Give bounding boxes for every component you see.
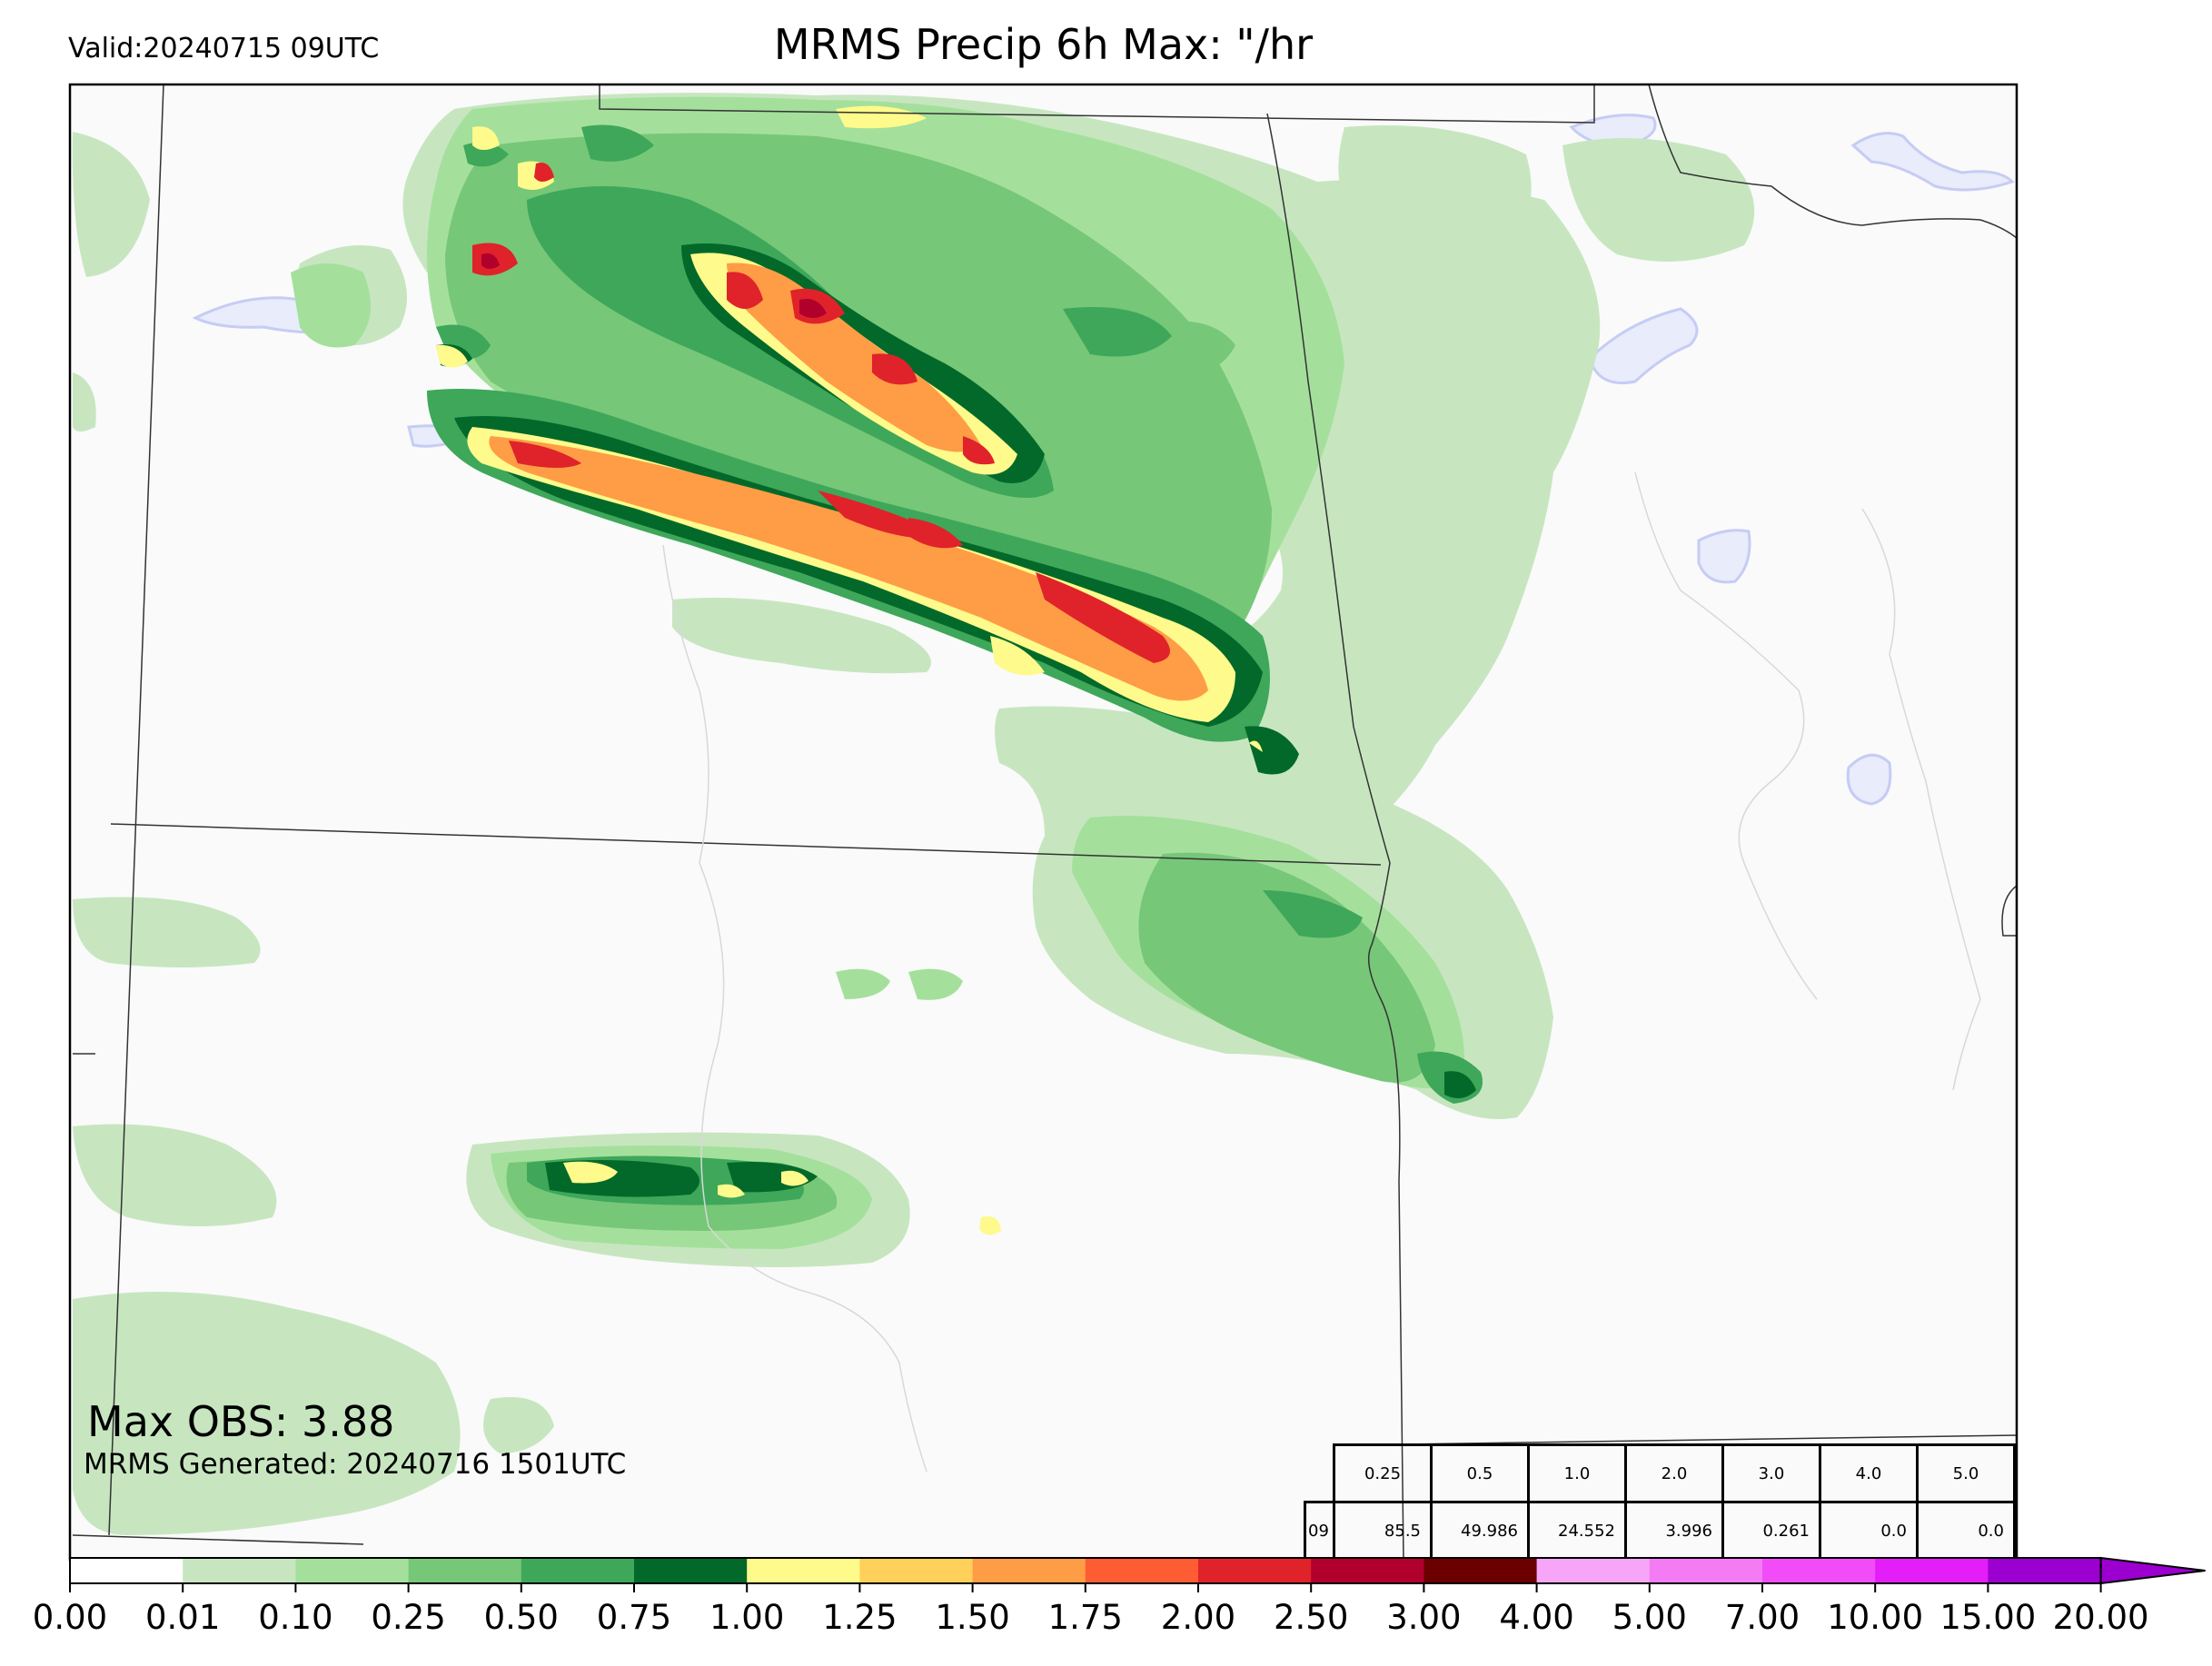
threshold-stats-table: 0.25 0.5 1.0 2.0 3.0 4.0 5.0 09 85.5 49.… [1304, 1443, 2016, 1561]
state-borders [72, 84, 2018, 1561]
valid-time-label: Valid:20240715 09UTC [68, 33, 380, 64]
colorbar-swatch [1762, 1558, 1876, 1583]
threshold-cell: 0.25 [1333, 1443, 1433, 1503]
threshold-cell: 0.5 [1430, 1443, 1530, 1503]
colorbar-tick-label: 20.00 [2053, 1598, 2149, 1637]
colorbar-swatch [1311, 1558, 1424, 1583]
colorbar-swatch [747, 1558, 860, 1583]
colorbar-swatch [1649, 1558, 1763, 1583]
colorbar-tick-label: 1.75 [1048, 1598, 1123, 1637]
colorbar-tick-label: 4.00 [1499, 1598, 1573, 1637]
value-cell: 49.986 [1430, 1501, 1530, 1561]
row-label: 09 [1304, 1501, 1335, 1561]
threshold-cell: 2.0 [1624, 1443, 1724, 1503]
colorbar-tick-label: 2.00 [1161, 1598, 1235, 1637]
value-cell: 0.261 [1721, 1501, 1821, 1561]
colorbar-tick-label: 0.50 [484, 1598, 559, 1637]
colorbar-swatch [1536, 1558, 1651, 1583]
colorbar-swatch [1198, 1558, 1312, 1583]
value-cell: 24.552 [1527, 1501, 1627, 1561]
colorbar-extend-arrow [2099, 1556, 2206, 1585]
colorbar-swatch [70, 1558, 184, 1583]
colorbar-swatch [1875, 1558, 1989, 1583]
colorbar-swatch [1085, 1558, 1199, 1583]
threshold-cell: 3.0 [1721, 1443, 1821, 1503]
value-cell: 0.0 [1819, 1501, 1919, 1561]
colorbar-tick-label: 0.00 [33, 1598, 107, 1637]
threshold-row: 0.25 0.5 1.0 2.0 3.0 4.0 5.0 [1305, 1443, 2016, 1503]
colorbar-tick-label: 7.00 [1725, 1598, 1800, 1637]
precip-dark-red [481, 253, 827, 318]
colorbar-tick-label: 0.75 [597, 1598, 671, 1637]
colorbar-tick-label: 5.00 [1612, 1598, 1687, 1637]
colorbar-tick-label: 1.25 [822, 1598, 897, 1637]
threshold-cell: 4.0 [1819, 1443, 1919, 1503]
colorbar-swatch [295, 1558, 410, 1583]
value-cell: 3.996 [1624, 1501, 1724, 1561]
colorbar-tick-label: 1.50 [935, 1598, 1009, 1637]
colorbar-swatch [183, 1558, 296, 1583]
colorbar-swatch [521, 1558, 635, 1583]
colorbar-swatch [634, 1558, 748, 1583]
value-cell: 85.5 [1333, 1501, 1433, 1561]
colorbar-tick-label: 0.25 [371, 1598, 445, 1637]
colorbar-swatch [972, 1558, 1086, 1583]
colorbar-swatch [859, 1558, 974, 1583]
colorbar-swatch [1423, 1558, 1538, 1583]
colorbar-tick-label: 3.00 [1386, 1598, 1461, 1637]
colorbar-tick-label: 15.00 [1939, 1598, 2036, 1637]
colorbar-tick-label: 2.50 [1274, 1598, 1348, 1637]
colorbar-tick-label: 1.00 [709, 1598, 784, 1637]
threshold-cell: 1.0 [1527, 1443, 1627, 1503]
colorbar-swatch [408, 1558, 522, 1583]
generated-time-label: MRMS Generated: 20240716 1501UTC [84, 1448, 627, 1481]
chart-title: MRMS Precip 6h Max: "/hr [773, 20, 1314, 69]
colorbar-swatch [1988, 1558, 2102, 1583]
threshold-cell: 5.0 [1916, 1443, 2016, 1503]
precip-orange [489, 263, 1208, 701]
county-lines [662, 471, 1981, 1473]
max-obs-label: Max OBS: 3.88 [87, 1397, 395, 1446]
colorbar-tick-label: 10.00 [1827, 1598, 1923, 1637]
colorbar-tick-label: 0.10 [258, 1598, 332, 1637]
colorbar-tick-label: 0.01 [145, 1598, 220, 1637]
